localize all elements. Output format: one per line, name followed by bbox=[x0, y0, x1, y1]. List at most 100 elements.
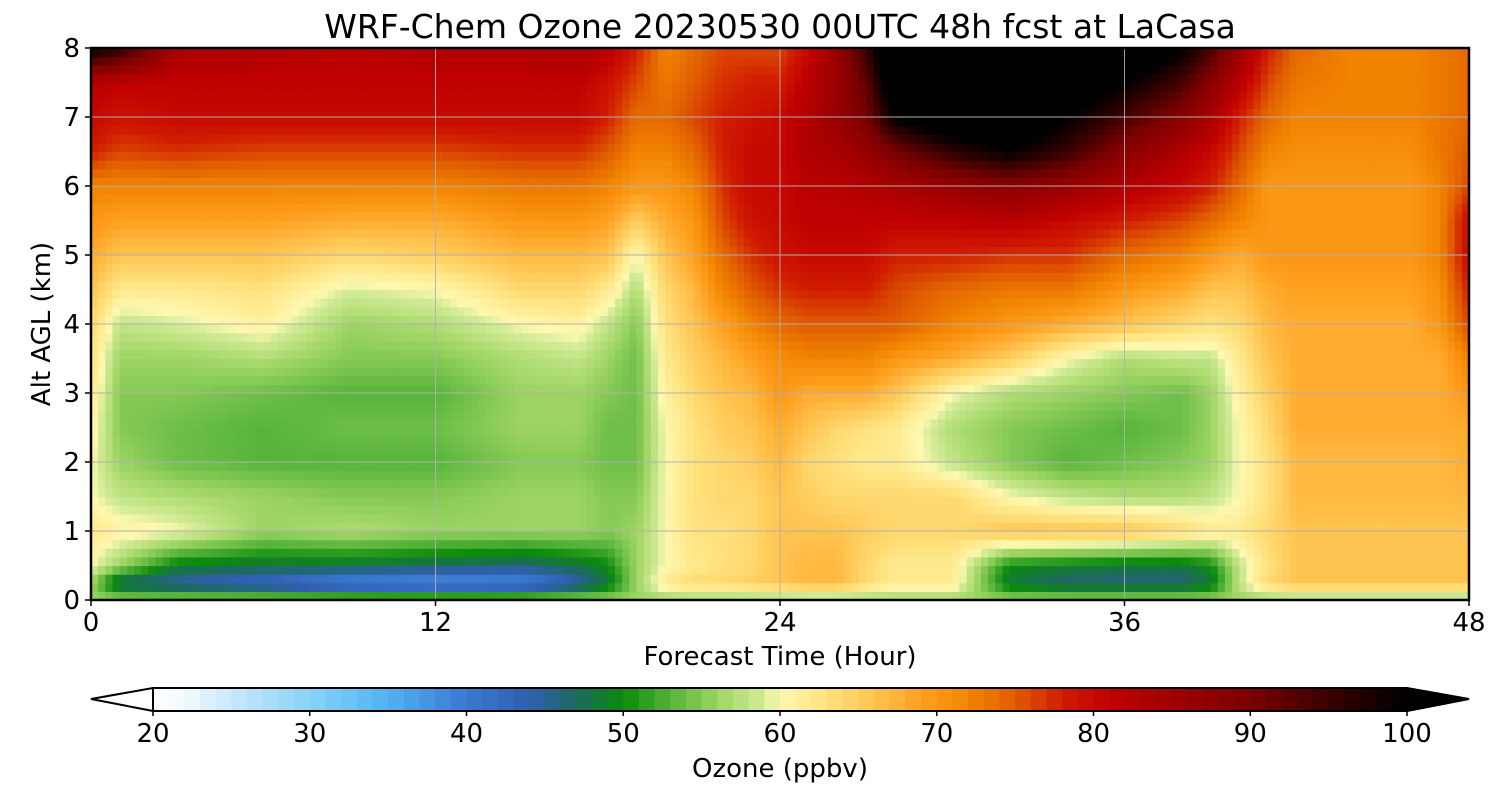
heatmap-cell bbox=[851, 384, 860, 394]
heatmap-cell bbox=[1160, 453, 1169, 463]
heatmap-cell bbox=[959, 496, 968, 506]
heatmap-cell bbox=[1009, 384, 1018, 394]
heatmap-cell bbox=[442, 513, 451, 523]
heatmap-cell bbox=[528, 462, 537, 472]
heatmap-cell bbox=[873, 479, 882, 489]
heatmap-cell bbox=[478, 410, 487, 420]
heatmap-cell bbox=[1088, 479, 1097, 489]
heatmap-cell bbox=[945, 436, 953, 446]
heatmap-cell bbox=[643, 470, 652, 480]
heatmap-cell bbox=[952, 375, 961, 385]
heatmap-cell bbox=[1346, 522, 1355, 532]
heatmap-cell bbox=[234, 505, 243, 515]
heatmap-cell bbox=[284, 375, 293, 385]
heatmap-cell bbox=[1425, 375, 1434, 385]
heatmap-cell bbox=[1382, 556, 1391, 567]
heatmap-cell bbox=[586, 436, 594, 446]
heatmap-cell bbox=[823, 531, 831, 541]
heatmap-cell bbox=[507, 462, 516, 472]
heatmap-cell bbox=[930, 436, 939, 446]
heatmap-cell bbox=[169, 574, 178, 584]
heatmap-cell bbox=[1375, 410, 1384, 420]
heatmap-cell bbox=[492, 479, 501, 489]
heatmap-cell bbox=[413, 513, 422, 523]
heatmap-cell bbox=[607, 487, 616, 498]
heatmap-cell bbox=[277, 496, 286, 506]
heatmap-cell bbox=[973, 582, 982, 592]
heatmap-cell bbox=[607, 444, 616, 454]
heatmap-cell bbox=[320, 462, 329, 472]
heatmap-cell bbox=[227, 582, 236, 592]
heatmap-cell bbox=[1052, 453, 1061, 463]
heatmap-cell bbox=[823, 513, 831, 523]
heatmap-cell bbox=[988, 591, 996, 601]
heatmap-cell bbox=[909, 556, 917, 567]
heatmap-cell bbox=[880, 531, 889, 541]
heatmap-cell bbox=[629, 548, 638, 558]
heatmap-cell bbox=[1418, 427, 1427, 437]
heatmap-cell bbox=[679, 591, 688, 601]
heatmap-cell bbox=[722, 453, 731, 463]
heatmap-cell bbox=[535, 410, 544, 420]
heatmap-cell bbox=[1454, 496, 1463, 506]
heatmap-cell bbox=[679, 418, 688, 429]
heatmap-cell bbox=[1174, 539, 1183, 549]
heatmap-cell bbox=[1339, 384, 1348, 394]
heatmap-cell bbox=[1146, 401, 1154, 411]
heatmap-cell bbox=[1246, 418, 1255, 429]
heatmap-cell bbox=[1232, 418, 1240, 429]
heatmap-cell bbox=[758, 393, 767, 403]
heatmap-cell bbox=[198, 531, 207, 541]
heatmap-cell bbox=[1440, 393, 1449, 403]
heatmap-cell bbox=[428, 427, 437, 437]
heatmap-cell bbox=[205, 513, 214, 523]
heatmap-cell bbox=[1181, 582, 1190, 592]
heatmap-cell bbox=[1189, 410, 1197, 420]
heatmap-cell bbox=[320, 531, 329, 541]
heatmap-cell bbox=[1174, 462, 1183, 472]
heatmap-cell bbox=[909, 462, 917, 472]
heatmap-cell bbox=[543, 522, 551, 532]
heatmap-cell bbox=[184, 574, 193, 584]
heatmap-cell bbox=[701, 479, 709, 489]
heatmap-cell bbox=[657, 522, 666, 532]
heatmap-cell bbox=[586, 375, 594, 385]
heatmap-cell bbox=[1375, 548, 1384, 558]
heatmap-cell bbox=[672, 591, 681, 601]
heatmap-cell bbox=[1124, 531, 1133, 541]
heatmap-cell bbox=[528, 505, 537, 515]
heatmap-cell bbox=[1124, 496, 1133, 506]
heatmap-cell bbox=[392, 410, 401, 420]
heatmap-cell bbox=[1260, 487, 1269, 498]
heatmap-cell bbox=[909, 418, 917, 429]
heatmap-cell bbox=[112, 436, 121, 446]
heatmap-cell bbox=[657, 453, 666, 463]
heatmap-cell bbox=[636, 531, 645, 541]
heatmap-cell bbox=[1067, 384, 1075, 394]
heatmap-cell bbox=[1074, 453, 1083, 463]
heatmap-cell bbox=[1404, 470, 1413, 480]
heatmap-cell bbox=[1217, 531, 1226, 541]
heatmap-cell bbox=[105, 505, 114, 515]
heatmap-cell bbox=[844, 444, 853, 454]
heatmap-cell bbox=[256, 462, 264, 472]
heatmap-cell bbox=[248, 487, 257, 498]
heatmap-cell bbox=[421, 574, 429, 584]
heatmap-cell bbox=[413, 556, 422, 567]
heatmap-cell bbox=[335, 427, 343, 437]
heatmap-cell bbox=[1282, 401, 1291, 411]
heatmap-cell bbox=[112, 393, 121, 403]
heatmap-cell bbox=[220, 393, 228, 403]
heatmap-cell bbox=[1382, 384, 1391, 394]
heatmap-cell bbox=[1332, 436, 1341, 446]
heatmap-cell bbox=[392, 531, 401, 541]
heatmap-cell bbox=[1045, 384, 1054, 394]
heatmap-cell bbox=[923, 565, 932, 575]
heatmap-cell bbox=[220, 522, 228, 532]
heatmap-cell bbox=[665, 505, 673, 515]
heatmap-cell bbox=[1368, 427, 1377, 437]
heatmap-cell bbox=[263, 453, 272, 463]
heatmap-cell bbox=[966, 548, 975, 558]
heatmap-cell bbox=[327, 539, 336, 549]
heatmap-cell bbox=[1153, 444, 1161, 454]
